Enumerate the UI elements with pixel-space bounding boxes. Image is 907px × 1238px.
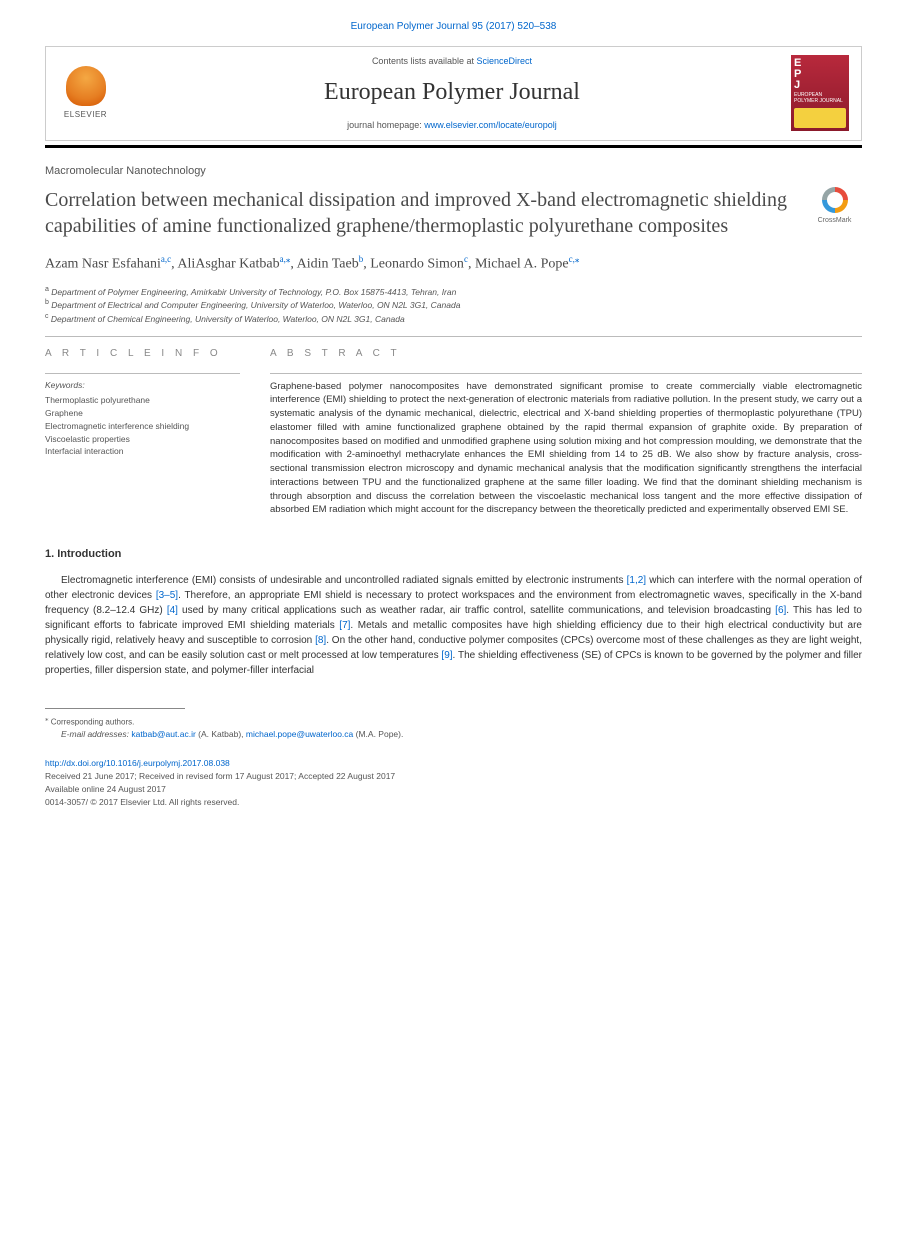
crossmark-label: CrossMark (818, 217, 852, 224)
crossmark-icon (822, 187, 848, 213)
keyword: Viscoelastic properties (45, 433, 240, 446)
keywords-label: Keywords: (45, 380, 240, 392)
divider (45, 336, 862, 337)
contents-line: Contents lists available at ScienceDirec… (113, 55, 791, 68)
keyword: Interfacial interaction (45, 445, 240, 458)
introduction-paragraph: Electromagnetic interference (EMI) consi… (45, 573, 862, 678)
article-type: Macromolecular Nanotechnology (45, 164, 862, 179)
contents-label: Contents lists available at (372, 56, 474, 66)
author-4-aff: c (464, 254, 468, 264)
keyword: Thermoplastic polyurethane (45, 394, 240, 407)
keywords-list: Thermoplastic polyurethane Graphene Elec… (45, 394, 240, 458)
article-title: Correlation between mechanical dissipati… (45, 187, 787, 239)
masthead-center: Contents lists available at ScienceDirec… (113, 55, 791, 132)
author-3: Aidin Taeb (297, 257, 359, 272)
citation-link[interactable]: [8] (315, 635, 326, 646)
doi-link[interactable]: http://dx.doi.org/10.1016/j.eurpolymj.20… (45, 758, 230, 768)
affiliations: a Department of Polymer Engineering, Ami… (45, 285, 862, 326)
citation-link[interactable]: [3–5] (156, 590, 178, 601)
homepage-label: journal homepage: (347, 120, 422, 130)
journal-cover-thumbnail: E P J EUROPEAN POLYMER JOURNAL (791, 55, 849, 131)
sciencedirect-link[interactable]: ScienceDirect (477, 56, 533, 66)
info-abstract-row: A R T I C L E I N F O Keywords: Thermopl… (45, 347, 862, 518)
article-info-header: A R T I C L E I N F O (45, 347, 240, 361)
cover-title: EUROPEAN POLYMER JOURNAL (794, 93, 846, 104)
title-row: Correlation between mechanical dissipati… (45, 187, 862, 239)
authors-line: Azam Nasr Esfahania,c, AliAsghar Katbaba… (45, 253, 862, 275)
email-label: E-mail addresses: (61, 729, 129, 739)
author-1: Azam Nasr Esfahani (45, 257, 161, 272)
journal-name: European Polymer Journal (113, 76, 791, 110)
keyword: Electromagnetic interference shielding (45, 420, 240, 433)
email-link-2[interactable]: michael.pope@uwaterloo.ca (246, 729, 353, 739)
citation-link[interactable]: [6] (775, 605, 786, 616)
keyword: Graphene (45, 407, 240, 420)
masthead: ELSEVIER Contents lists available at Sci… (45, 46, 862, 141)
abstract-column: A B S T R A C T Graphene-based polymer n… (270, 347, 862, 518)
homepage-link[interactable]: www.elsevier.com/locate/europolj (424, 120, 557, 130)
author-1-aff: a,c (161, 254, 171, 264)
doi-block: http://dx.doi.org/10.1016/j.eurpolymj.20… (45, 757, 862, 808)
cover-logo: E P J (794, 58, 846, 91)
abstract-divider (270, 373, 862, 374)
affiliation-a: a Department of Polymer Engineering, Ami… (45, 285, 862, 299)
abstract-header: A B S T R A C T (270, 347, 862, 361)
citation-link[interactable]: [1,2] (627, 575, 646, 586)
running-header-link[interactable]: European Polymer Journal 95 (2017) 520–5… (351, 21, 557, 32)
introduction-header: 1. Introduction (45, 547, 862, 562)
running-header: European Polymer Journal 95 (2017) 520–5… (45, 20, 862, 34)
author-2: AliAsghar Katbab (177, 257, 279, 272)
affiliation-c: c Department of Chemical Engineering, Un… (45, 312, 862, 326)
email-link-1[interactable]: katbab@aut.ac.ir (131, 729, 195, 739)
homepage-line: journal homepage: www.elsevier.com/locat… (113, 119, 791, 132)
elsevier-tree-icon (66, 66, 106, 106)
corresponding-label: ⁎ Corresponding authors. (45, 715, 862, 728)
cover-image-icon (794, 108, 846, 128)
author-2-corr: ⁎ (286, 254, 291, 264)
footer-separator (45, 708, 185, 709)
copyright-line: 0014-3057/ © 2017 Elsevier Ltd. All righ… (45, 797, 239, 807)
elsevier-label: ELSEVIER (64, 109, 107, 120)
received-line: Received 21 June 2017; Received in revis… (45, 771, 395, 781)
abstract-text: Graphene-based polymer nanocomposites ha… (270, 380, 862, 518)
masthead-bottom-bar (45, 145, 862, 148)
affiliation-b: b Department of Electrical and Computer … (45, 298, 862, 312)
elsevier-logo: ELSEVIER (58, 63, 113, 123)
citation-link[interactable]: [4] (167, 605, 178, 616)
info-divider (45, 373, 240, 374)
author-4: Leonardo Simon (370, 257, 464, 272)
author-5: Michael A. Pope (475, 257, 569, 272)
citation-link[interactable]: [9] (441, 650, 452, 661)
article-info-column: A R T I C L E I N F O Keywords: Thermopl… (45, 347, 240, 518)
author-5-corr: ⁎ (575, 254, 580, 264)
email-line: E-mail addresses: katbab@aut.ac.ir (A. K… (45, 729, 862, 741)
crossmark-badge[interactable]: CrossMark (807, 187, 862, 226)
available-line: Available online 24 August 2017 (45, 784, 166, 794)
citation-link[interactable]: [7] (339, 620, 350, 631)
author-3-aff: b (359, 254, 364, 264)
